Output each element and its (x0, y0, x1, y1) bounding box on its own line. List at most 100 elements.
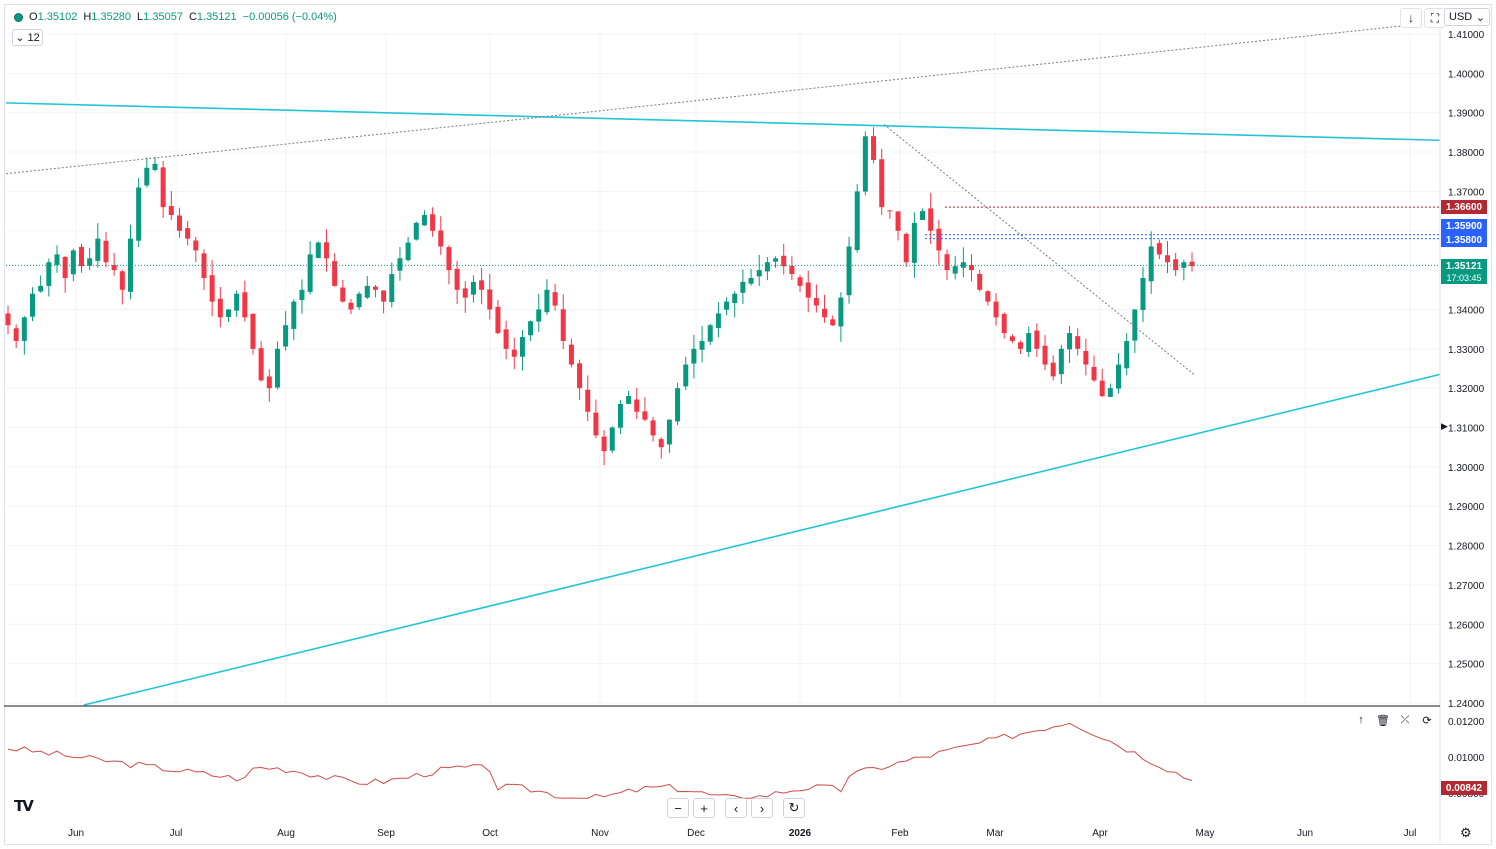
close-value: 1.35121 (196, 11, 237, 23)
time-tick: Sep (377, 828, 395, 839)
lower-channel-line (83, 373, 1441, 706)
price-tick: 1.28000 (1448, 542, 1485, 553)
reset-button[interactable]: ↻ (783, 798, 805, 818)
candle-body (993, 301, 999, 318)
candle-body (683, 364, 689, 387)
high-value: 1.35280 (91, 11, 132, 23)
candle-body (332, 261, 338, 286)
trash-icon[interactable]: 🗑 (1376, 714, 1390, 727)
time-tick: Jul (170, 828, 183, 839)
currency-label: USD (1449, 11, 1473, 23)
close-label: C (188, 11, 197, 23)
candle-body (454, 268, 460, 290)
time-tick: Aug (277, 828, 295, 839)
candle-body (928, 208, 934, 231)
candle-body (1140, 277, 1146, 311)
candle-body (119, 271, 125, 290)
candle-body (242, 292, 248, 318)
time-axis: Jun Jul Aug Sep Oct Nov Dec 2026 Feb Mar Apr May Jun… (4, 705, 1440, 839)
last-price-text: 1.35121 (1445, 260, 1483, 272)
candle-body (519, 337, 525, 357)
candle-body (985, 291, 991, 302)
candle-body (585, 389, 591, 412)
zoom-in-button[interactable]: + (693, 798, 715, 818)
price-tick: 1.34000 (1448, 305, 1485, 316)
candle-body (813, 298, 819, 306)
price-tick: 1.31000 (1448, 424, 1485, 435)
candle-body (560, 309, 566, 341)
candle-body (87, 258, 93, 266)
candle-body (1058, 348, 1064, 375)
zoom-out-button[interactable]: − (667, 798, 689, 818)
long-dotted-trendline (5, 25, 1401, 175)
low-value: 1.35057 (143, 11, 183, 23)
indicator-line (7, 722, 1193, 799)
time-tick: 2026 (789, 828, 812, 839)
price-tick: 1.39000 (1448, 109, 1485, 120)
candle-body (29, 293, 35, 317)
candle-body (773, 258, 779, 262)
candle-body (969, 265, 975, 271)
candle-body (977, 273, 983, 290)
candle-body (95, 238, 101, 261)
gear-icon[interactable]: ⚙ (1460, 825, 1472, 840)
currency-dropdown[interactable]: USD ⌄ (1444, 8, 1490, 26)
candle-body (152, 163, 158, 170)
candle-body (176, 215, 182, 231)
candle-body (658, 439, 664, 448)
candle-body (438, 230, 444, 247)
candle-body (1189, 261, 1195, 267)
candle-body (78, 246, 84, 267)
time-tick: Jul (1404, 828, 1417, 839)
candle-body (225, 309, 231, 317)
time-tick: Jun (68, 828, 84, 839)
time-tick: Feb (891, 828, 909, 839)
indicator-last-text: 0.00842 (1445, 782, 1483, 794)
candle-body (201, 253, 207, 278)
candle-body (127, 238, 133, 292)
arrow-up-icon[interactable]: ↑ (1358, 714, 1364, 726)
candle-body (250, 313, 256, 349)
scroll-left-button[interactable]: ‹ (725, 798, 747, 818)
candle-body (13, 328, 19, 341)
interval-label: 12 (27, 31, 40, 44)
arrow-down-icon[interactable]: ↓ (1400, 8, 1422, 28)
candle-body (266, 376, 272, 389)
candle-body (1018, 342, 1024, 349)
open-label: O (29, 11, 38, 23)
candle-body (1148, 246, 1154, 282)
candle-body (487, 289, 493, 310)
time-tick: Oct (482, 828, 498, 839)
candle-body (903, 233, 909, 263)
candle-body (846, 246, 852, 296)
time-tick: Nov (591, 828, 609, 839)
candle-body (405, 242, 411, 261)
candle-body (511, 349, 517, 357)
chart-frame (4, 4, 1492, 845)
candle-body (136, 187, 142, 241)
settings-icon[interactable]: ⟳ (1422, 714, 1432, 727)
candle-body (879, 159, 885, 208)
candle-body (634, 399, 640, 412)
upper-channel-line (5, 102, 1441, 142)
time-tick: Dec (687, 828, 705, 839)
candle-body (1083, 350, 1089, 365)
candle-body (160, 167, 166, 208)
price-tick: 1.38000 (1448, 148, 1485, 159)
collapse-icon[interactable]: ⤫ (1400, 713, 1410, 726)
candle-body (805, 282, 811, 298)
candle-body (789, 265, 795, 275)
price-tick: 1.37000 (1448, 187, 1485, 198)
candle-body (715, 313, 721, 329)
candle-body (111, 264, 117, 271)
scroll-right-button[interactable]: › (751, 798, 773, 818)
candle-body (1050, 362, 1056, 377)
candle-body (1034, 330, 1040, 349)
candle-body (462, 288, 468, 298)
candle-body (234, 293, 240, 311)
expand-icon[interactable]: ⛶ (1424, 8, 1446, 28)
candle-body (748, 277, 754, 284)
interval-dropdown[interactable]: ⌄ 12 (12, 29, 43, 46)
open-value: 1.35102 (37, 11, 78, 23)
